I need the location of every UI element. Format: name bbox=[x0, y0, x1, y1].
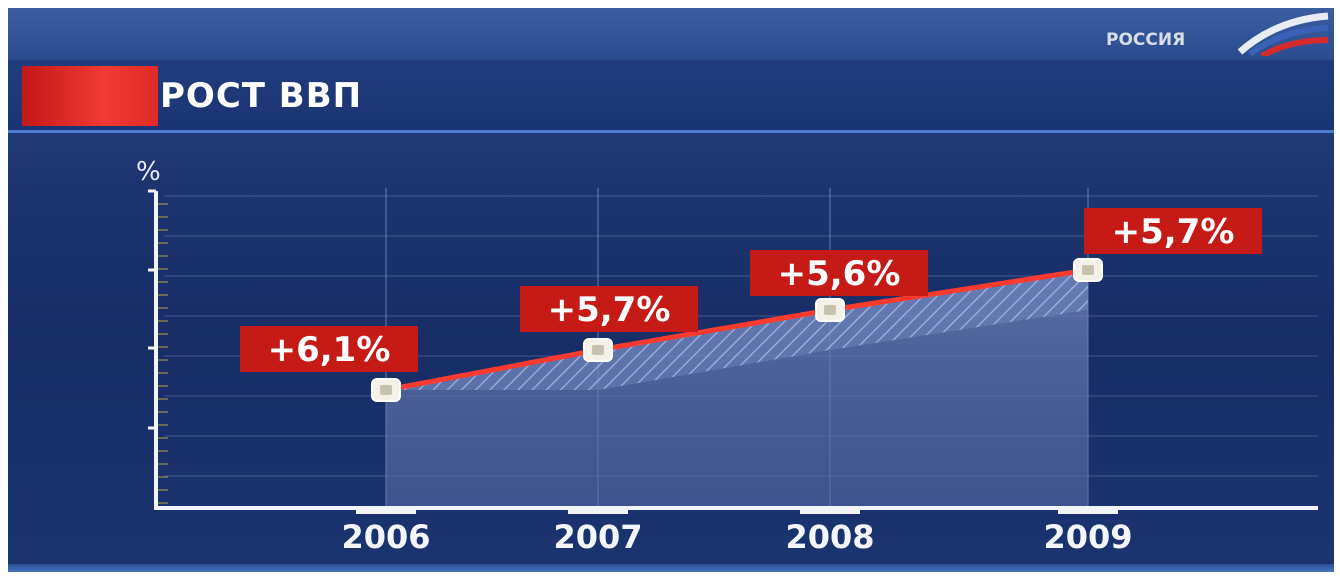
x-tick-mark bbox=[800, 506, 860, 514]
data-label-bg bbox=[750, 250, 928, 296]
series-line bbox=[385, 267, 1089, 393]
x-tick-label: 2007 bbox=[553, 518, 642, 556]
data-label-bg bbox=[1084, 208, 1262, 254]
data-point bbox=[371, 378, 401, 402]
header-band bbox=[8, 8, 1334, 60]
x-tick-mark bbox=[356, 506, 416, 514]
x-tick-label: 2008 bbox=[785, 518, 874, 556]
chart-markers bbox=[371, 258, 1103, 402]
chart-data-labels: +6,1% +5,7% +5,6% +5,7% bbox=[240, 208, 1262, 372]
chart-line bbox=[385, 267, 1089, 393]
data-label: +5,6% bbox=[750, 250, 928, 296]
data-label-bg bbox=[520, 286, 698, 332]
x-tick-mark bbox=[568, 506, 628, 514]
data-label: +6,1% bbox=[240, 326, 418, 372]
channel-logo-icon bbox=[1237, 12, 1329, 56]
data-label-text: +6,1% bbox=[268, 330, 391, 370]
title-bar: РОСТ ВВП bbox=[8, 60, 1334, 133]
data-point-core bbox=[592, 345, 604, 355]
x-tick-mark bbox=[1058, 506, 1118, 514]
chart-axes bbox=[148, 189, 1318, 510]
data-label: +5,7% bbox=[1084, 208, 1262, 254]
data-label-text: +5,6% bbox=[778, 254, 901, 294]
bottom-strip bbox=[8, 564, 1334, 572]
data-point bbox=[583, 338, 613, 362]
data-point-core bbox=[380, 385, 392, 395]
y-axis-label: % bbox=[136, 157, 161, 187]
title-accent-block bbox=[22, 66, 158, 126]
data-label-bg bbox=[240, 326, 418, 372]
data-point-core bbox=[824, 305, 836, 315]
chart-title: РОСТ ВВП bbox=[160, 76, 363, 116]
x-tick-label: 2006 bbox=[341, 518, 430, 556]
channel-logo-text: РОССИЯ bbox=[1106, 30, 1186, 50]
data-point bbox=[815, 298, 845, 322]
data-point-core bbox=[1082, 265, 1094, 275]
x-tick-label: 2009 bbox=[1043, 518, 1132, 556]
data-label-text: +5,7% bbox=[1112, 212, 1235, 252]
chart-x-ticks: 2006 2007 2008 2009 bbox=[341, 506, 1133, 556]
chart-area-hatch bbox=[386, 270, 1088, 390]
data-point bbox=[1073, 258, 1103, 282]
broadcast-graphic: РОССИЯ РОСТ ВВП +6,1% +5,7% +5,6% +5,7% 200… bbox=[8, 8, 1334, 572]
gdp-chart: +6,1% +5,7% +5,6% +5,7% 2006 2007 2008 2009 % bbox=[136, 157, 1318, 556]
data-label: +5,7% bbox=[520, 286, 698, 332]
data-label-text: +5,7% bbox=[548, 290, 671, 330]
chart-area bbox=[386, 270, 1088, 508]
